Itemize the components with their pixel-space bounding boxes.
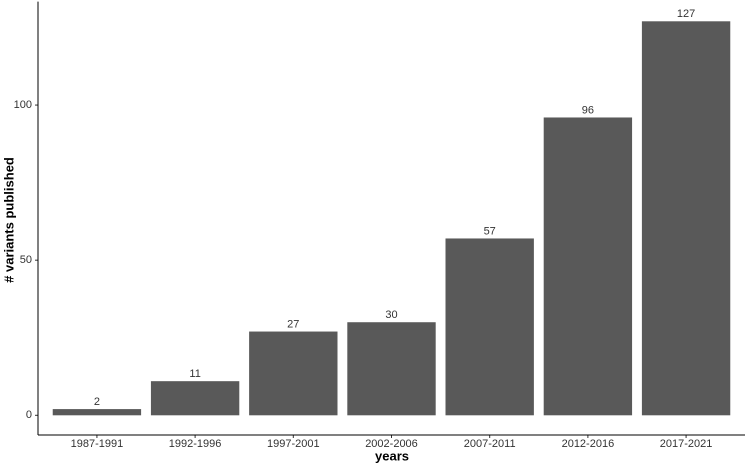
y-tick-label: 50 [20, 254, 32, 266]
bar [249, 331, 338, 416]
bar [347, 322, 436, 416]
y-tick-label: 0 [26, 409, 32, 421]
bar [641, 21, 731, 416]
value-label: 11 [189, 368, 200, 380]
bar [445, 238, 534, 416]
value-label: 57 [484, 225, 496, 237]
value-label: 127 [677, 8, 695, 20]
x-tick-label: 2007-2011 [464, 438, 516, 450]
x-tick-label: 1987-1991 [71, 438, 124, 450]
x-tick-label: 2017-2021 [660, 438, 713, 450]
x-axis-title: years [375, 448, 409, 463]
value-label: 96 [582, 104, 594, 116]
x-tick-label: 2002-2006 [365, 438, 418, 450]
y-axis-title: # variants published [1, 157, 16, 283]
value-label: 30 [385, 309, 397, 321]
y-tick-label: 100 [14, 99, 32, 111]
bar [543, 117, 633, 416]
bar [150, 381, 240, 416]
value-label: 2 [94, 396, 100, 408]
value-label: 27 [287, 318, 299, 330]
x-tick-label: 2012-2016 [562, 438, 615, 450]
x-tick-label: 1997-2001 [267, 438, 320, 450]
bar [52, 409, 142, 416]
x-tick-label: 1992-1996 [169, 438, 222, 450]
